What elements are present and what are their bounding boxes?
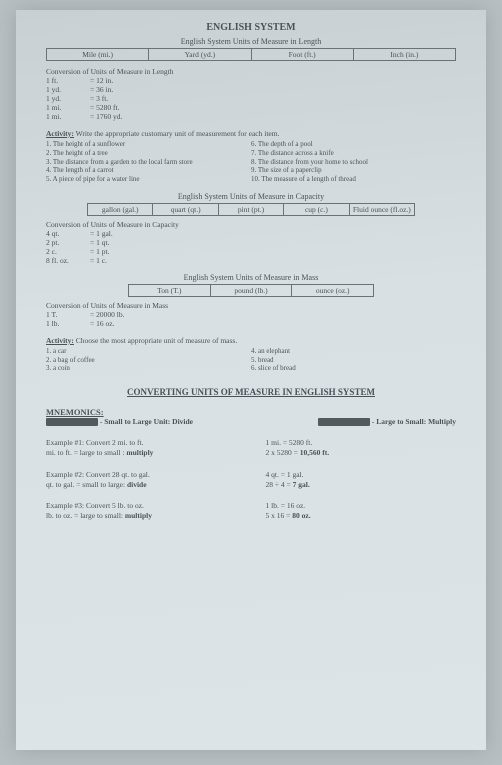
conv-len-l: 1 mi. [46,103,90,112]
mnem-l2s-text: - Large to Small: Multiply [372,417,456,426]
conv-len-l: 1 yd. [46,85,90,94]
conv-len-r: = 1760 yd. [90,112,122,121]
redaction-icon [46,418,98,426]
cap-hdr: quart (qt.) [153,203,218,216]
ex1-desc: mi. to ft. = large to small : multiply [46,448,153,457]
activity-1-text: Write the appropriate customary unit of … [76,129,280,138]
conv-cap-l: 4 qt. [46,229,90,238]
length-header-table: Mile (mi.) Yard (yd.) Foot (ft.) Inch (i… [46,48,456,61]
conv-cap-l: 8 fl. oz. [46,256,90,265]
act1-item: 10. The measure of a length of thread [251,175,456,184]
activity-2-text: Choose the most appropriate unit of meas… [76,336,237,345]
mass-header-table: Ton (T.) pound (lb.) ounce (oz.) [128,284,374,297]
act1-item: 8. The distance from your home to school [251,158,456,167]
mass-hdr: Ton (T.) [128,284,211,297]
ex2-desc: qt. to gal. = small to large: divide [46,480,147,489]
act2-item: 6. slice of bread [251,364,456,373]
capacity-header-table: gallon (gal.) quart (qt.) pint (pt.) cup… [87,203,415,216]
conv-len-r: = 12 in. [90,76,113,85]
ex2-calc2: 28 ÷ 4 = 7 gal. [266,480,310,489]
conv-cap-r: = 1 gal. [90,229,113,238]
ex1-calc2: 2 x 5280 = 10,560 ft. [266,448,330,457]
act1-item: 9. The size of a paperclip [251,166,456,175]
act2-item: 4. an elephant [251,347,456,356]
conv-mass-l: 1 T. [46,310,90,319]
worksheet-page: ENGLISH SYSTEM English System Units of M… [16,10,486,750]
capacity-subtitle: English System Units of Measure in Capac… [46,192,456,201]
ex3-calc2: 5 x 16 = 80 oz. [266,511,311,520]
act2-item: 1. a car [46,347,251,356]
ex2-calc1: 4 qt. = 1 gal. [266,470,456,480]
conv-cap-r: = 1 c. [90,256,107,265]
conv-len-r: = 3 ft. [90,94,108,103]
conv-mass-r: = 16 oz. [90,319,114,328]
cap-hdr: pint (pt.) [219,203,284,216]
length-conv-title: Conversion of Units of Measure in Length [46,67,456,76]
mass-subtitle: English System Units of Measure in Mass [46,273,456,282]
mass-hdr: ounce (oz.) [292,284,374,297]
mnem-s2l-text: - Small to Large Unit: Divide [100,417,193,426]
conv-len-l: 1 mi. [46,112,90,121]
cap-hdr: Fluid ounce (fl.oz.) [350,203,415,216]
mass-hdr: pound (lb.) [211,284,293,297]
act1-item: 4. The length of a carrot [46,166,251,175]
length-hdr-mile: Mile (mi.) [46,48,149,61]
activity-1-label: Activity: [46,129,74,138]
main-title: ENGLISH SYSTEM [46,22,456,33]
conv-cap-l: 2 c. [46,247,90,256]
length-conversion: Conversion of Units of Measure in Length… [46,67,456,121]
ex3-desc: lb. to oz. = large to small: multiply [46,511,152,520]
capacity-conversion: Conversion of Units of Measure in Capaci… [46,220,456,265]
mnem-large-to-small: - Large to Small: Multiply [318,417,456,426]
conv-cap-l: 2 pt. [46,238,90,247]
act1-item: 3. The distance from a garden to the loc… [46,158,251,167]
length-hdr-foot: Foot (ft.) [252,48,354,61]
act1-item: 6. The depth of a pool [251,140,456,149]
conv-mass-l: 1 lb. [46,319,90,328]
redaction-icon [318,418,370,426]
ex1-title: Example #1: Convert 2 mi. to ft. [46,438,256,448]
example-2: Example #2: Convert 28 qt. to gal. qt. t… [46,470,456,490]
mnem-small-to-large: - Small to Large Unit: Divide [46,417,193,426]
mnemonics-title: MNEMONICS: [46,407,456,417]
conv-len-r: = 5280 ft. [90,103,119,112]
example-3: Example #3: Convert 5 lb. to oz. lb. to … [46,501,456,521]
act2-item: 2. a bag of coffee [46,356,251,365]
mnemonics-block: MNEMONICS: - Small to Large Unit: Divide… [46,407,456,426]
ex3-calc1: 1 lb. = 16 oz. [266,501,456,511]
cap-hdr: cup (c.) [284,203,349,216]
act1-item: 5. A piece of pipe for a water line [46,175,251,184]
act2-item: 3. a coin [46,364,251,373]
length-hdr-inch: Inch (in.) [354,48,456,61]
mass-conversion: Conversion of Units of Measure in Mass 1… [46,301,456,328]
act1-item: 2. The height of a tree [46,149,251,158]
act1-item: 1. The height of a sunflower [46,140,251,149]
act2-item: 5. bread [251,356,456,365]
conv-len-l: 1 ft. [46,76,90,85]
conv-cap-r: = 1 pt. [90,247,109,256]
ex2-title: Example #2: Convert 28 qt. to gal. [46,470,256,480]
act1-item: 7. The distance across a knife [251,149,456,158]
conv-cap-r: = 1 qt. [90,238,109,247]
activity-1: Activity: Write the appropriate customar… [46,129,456,184]
activity-2: Activity: Choose the most appropriate un… [46,336,456,373]
conv-len-l: 1 yd. [46,94,90,103]
ex3-title: Example #3: Convert 5 lb. to oz. [46,501,256,511]
cap-hdr: gallon (gal.) [87,203,153,216]
conv-mass-r: = 20000 lb. [90,310,124,319]
length-hdr-yard: Yard (yd.) [149,48,251,61]
cap-conv-title: Conversion of Units of Measure in Capaci… [46,220,456,229]
length-subtitle: English System Units of Measure in Lengt… [46,37,456,46]
example-1: Example #1: Convert 2 mi. to ft. mi. to … [46,438,456,458]
convert-section-title: CONVERTING UNITS OF MEASURE IN ENGLISH S… [46,387,456,397]
activity-2-label: Activity: [46,336,74,345]
ex1-calc1: 1 mi. = 5280 ft. [266,438,456,448]
mass-conv-title: Conversion of Units of Measure in Mass [46,301,456,310]
conv-len-r: = 36 in. [90,85,113,94]
